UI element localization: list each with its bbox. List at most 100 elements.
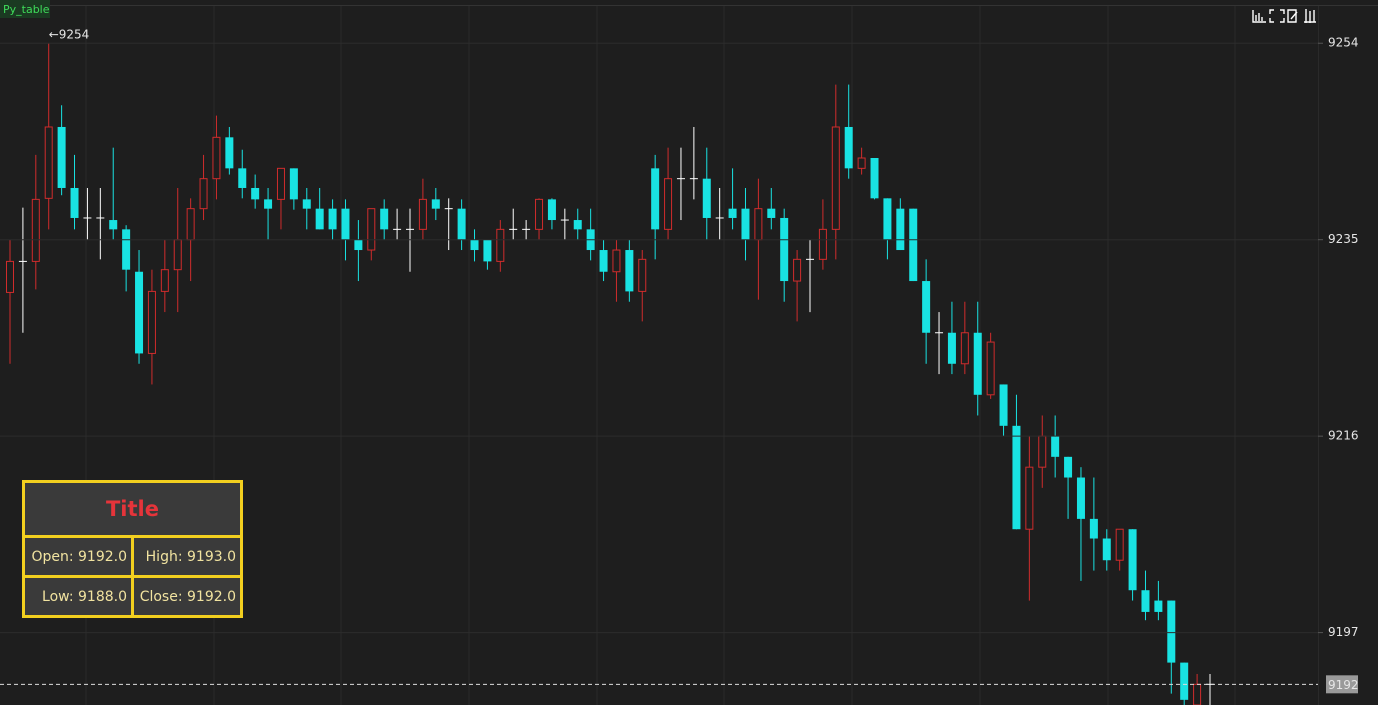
body xyxy=(535,198,544,230)
body xyxy=(741,208,750,240)
body xyxy=(1025,466,1034,530)
body xyxy=(612,249,621,273)
chart-label: Py_table xyxy=(3,3,50,16)
plot xyxy=(6,43,1214,705)
body xyxy=(225,137,234,169)
body xyxy=(896,208,905,251)
body xyxy=(909,208,918,282)
body xyxy=(31,198,40,262)
body xyxy=(625,250,634,292)
body xyxy=(1089,518,1098,539)
body xyxy=(922,281,931,333)
body xyxy=(1180,662,1189,700)
body xyxy=(857,157,866,169)
body xyxy=(767,208,776,218)
body xyxy=(483,239,492,262)
body xyxy=(431,199,440,209)
y-tick-label: 9235 xyxy=(1328,232,1359,246)
body xyxy=(367,208,376,251)
body xyxy=(999,384,1008,426)
body xyxy=(573,220,582,230)
info-table: Title Open: 9192.0 High: 9193.0 Low: 918… xyxy=(22,480,243,618)
body xyxy=(728,208,737,218)
body xyxy=(264,199,273,209)
label-box xyxy=(0,0,50,18)
body xyxy=(70,187,79,218)
body xyxy=(380,208,389,230)
body xyxy=(599,250,608,272)
body xyxy=(341,208,350,240)
body xyxy=(6,260,14,293)
body xyxy=(1154,600,1163,612)
tool-edit[interactable] xyxy=(1287,9,1298,23)
high-annotation: ←9254 xyxy=(49,28,90,42)
table-title: Title xyxy=(25,483,240,535)
body xyxy=(109,220,118,230)
tool-fullscreen[interactable] xyxy=(1269,9,1285,23)
body xyxy=(1012,425,1021,530)
body xyxy=(289,168,298,200)
table-cell: Open: 9192.0 xyxy=(25,538,131,575)
body xyxy=(302,199,311,209)
vertical-grid xyxy=(85,6,1236,705)
body xyxy=(947,332,956,364)
body xyxy=(147,290,156,354)
body xyxy=(986,341,995,396)
body xyxy=(276,167,285,200)
body xyxy=(793,258,802,282)
y-tick-label: 9254 xyxy=(1328,36,1359,50)
last-price-label: 9192 xyxy=(1328,678,1359,692)
body xyxy=(1193,683,1202,705)
body xyxy=(651,168,660,230)
body xyxy=(1141,590,1150,612)
table-cell: Close: 9192.0 xyxy=(134,578,240,615)
body xyxy=(457,208,466,240)
body xyxy=(315,208,324,230)
body xyxy=(844,126,853,169)
body xyxy=(754,208,763,241)
body xyxy=(418,198,427,230)
toolbar[interactable] xyxy=(1252,9,1316,23)
body xyxy=(883,198,892,240)
body xyxy=(160,269,169,292)
body xyxy=(44,126,53,199)
body xyxy=(870,158,879,199)
body xyxy=(1076,477,1085,519)
body xyxy=(1051,436,1060,457)
body xyxy=(1128,529,1137,591)
body xyxy=(780,217,789,282)
y-tick-label: 9197 xyxy=(1328,625,1359,639)
tool-candles[interactable] xyxy=(1304,9,1316,23)
table-cell: High: 9193.0 xyxy=(134,538,240,575)
body xyxy=(328,208,337,230)
y-tick-label: 9216 xyxy=(1328,429,1359,443)
body xyxy=(638,258,647,292)
body xyxy=(135,271,144,354)
tool-bars[interactable] xyxy=(1252,10,1266,23)
body xyxy=(496,228,505,262)
body xyxy=(1064,456,1073,478)
body xyxy=(702,178,711,218)
table-cell: Low: 9188.0 xyxy=(25,578,131,615)
body xyxy=(122,229,131,270)
body xyxy=(664,178,673,230)
body xyxy=(831,126,840,230)
body xyxy=(1038,435,1047,468)
body xyxy=(354,239,363,251)
body xyxy=(186,208,195,241)
body xyxy=(238,168,247,188)
body xyxy=(173,239,182,271)
body xyxy=(973,332,982,395)
body xyxy=(1102,538,1111,561)
last-price-box xyxy=(1326,675,1358,694)
body xyxy=(212,136,221,180)
body xyxy=(199,178,208,210)
body xyxy=(547,199,556,221)
body xyxy=(57,126,66,188)
body xyxy=(470,239,479,251)
body xyxy=(1115,528,1124,561)
body xyxy=(818,228,827,260)
body xyxy=(1167,600,1176,663)
